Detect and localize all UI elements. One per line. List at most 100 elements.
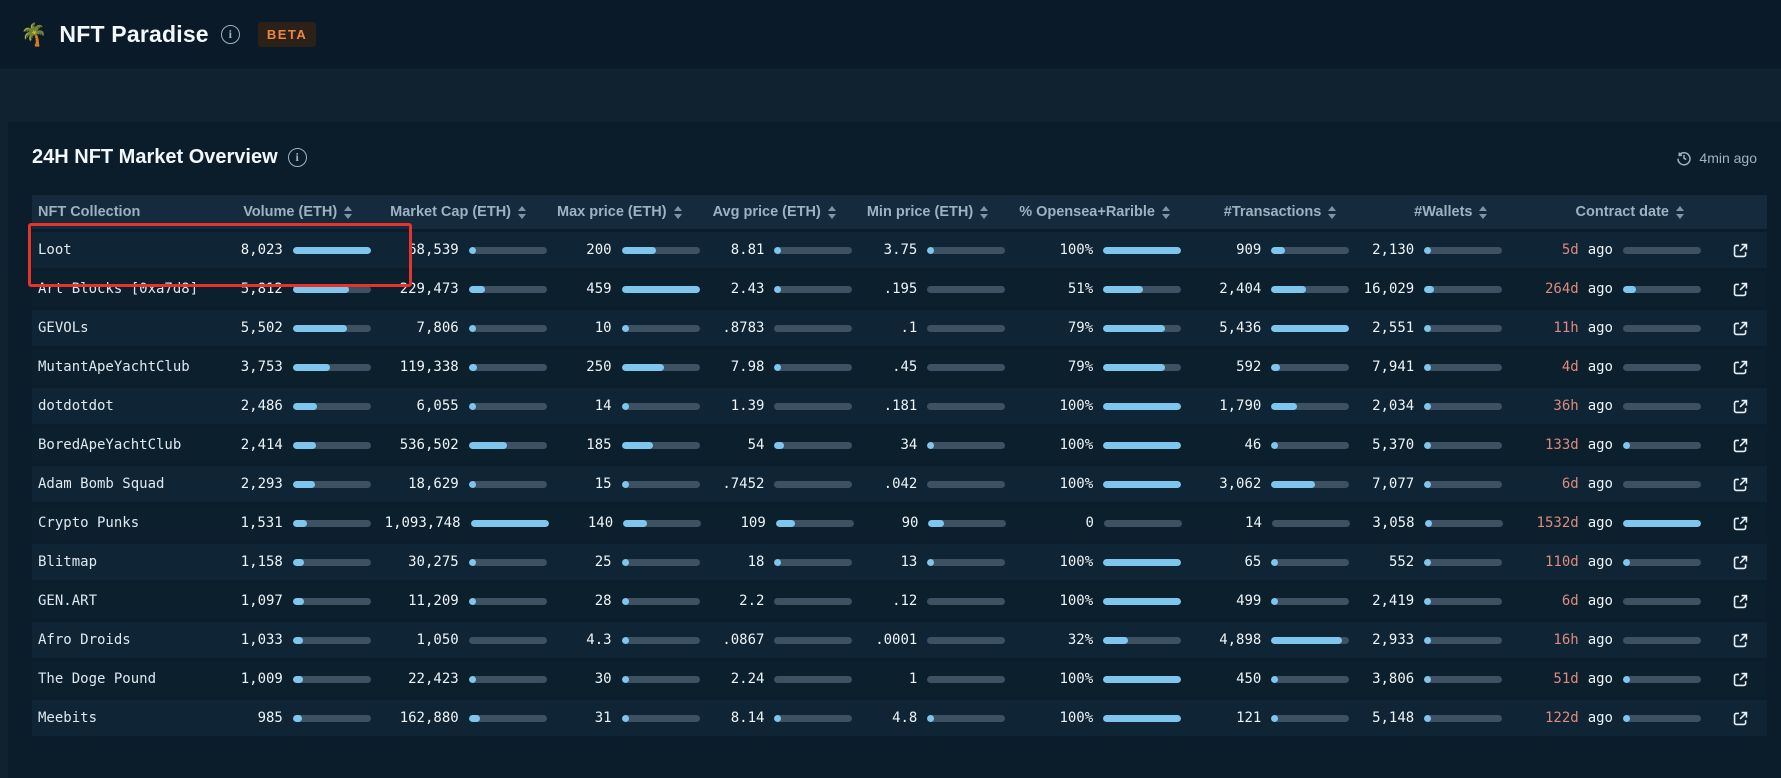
- volume-bar: [292, 558, 371, 566]
- table-row[interactable]: BoredApeYachtClub 2,414 536,502 185 54 3…: [32, 427, 1767, 463]
- table-row[interactable]: Adam Bomb Squad 2,293 18,629 15 .7452 .0…: [32, 466, 1767, 502]
- min_price-cell: .12: [866, 593, 1019, 609]
- max_price-value: 14: [594, 398, 612, 414]
- max_price-value: 250: [586, 359, 612, 375]
- contract_date-bar: [1622, 675, 1701, 683]
- sort-icon[interactable]: [827, 205, 837, 220]
- avg_price-cell: .8783: [714, 320, 867, 336]
- avg_price-cell: 109: [715, 515, 868, 531]
- sort-icon[interactable]: [1327, 205, 1337, 220]
- column-header-wallets[interactable]: #Wallets: [1367, 204, 1518, 220]
- column-header-max_price[interactable]: Max price (ETH): [557, 204, 713, 220]
- transactions-cell: 909: [1195, 242, 1363, 258]
- app-info-icon[interactable]: i: [220, 25, 240, 44]
- max_price-cell: 31: [561, 710, 714, 726]
- transactions-value: 909: [1236, 242, 1262, 258]
- min_price-value: 1: [908, 671, 918, 687]
- table-row[interactable]: GEN.ART 1,097 11,209 28 2.2 .12 100%: [32, 583, 1767, 619]
- sort-icon[interactable]: [517, 205, 527, 220]
- table-row[interactable]: Loot 8,023 68,539 200 8.81 3.75 100%: [32, 232, 1767, 268]
- column-header-min_price[interactable]: Min price (ETH): [867, 204, 1019, 220]
- contract-date-value: 133d ago: [1544, 437, 1613, 453]
- min_price-bar: [927, 480, 1006, 488]
- collection-name: Loot: [38, 242, 72, 258]
- sort-icon[interactable]: [1675, 205, 1685, 220]
- open-collection-link[interactable]: [1730, 435, 1751, 456]
- market_cap-value: 1,050: [416, 632, 459, 648]
- volume-bar: [292, 324, 371, 332]
- open-collection-link[interactable]: [1730, 591, 1751, 612]
- market_cap-bar: [468, 246, 547, 254]
- contract-date-value: 122d ago: [1544, 710, 1613, 726]
- open-collection-link[interactable]: [1730, 474, 1751, 495]
- column-header-label: #Transactions: [1223, 204, 1322, 220]
- volume-value: 1,033: [240, 632, 283, 648]
- wallets-bar: [1424, 246, 1503, 254]
- open-collection-link[interactable]: [1730, 552, 1751, 573]
- table-row[interactable]: Blitmap 1,158 30,275 25 18 13 100%: [32, 544, 1767, 580]
- nft-table: NFT Collection Volume (ETH) Market Cap (E…: [28, 195, 1767, 736]
- market_cap-bar: [468, 714, 547, 722]
- wallets-value: 3,058: [1372, 515, 1415, 531]
- sort-icon[interactable]: [979, 205, 989, 220]
- open-collection-link[interactable]: [1730, 630, 1751, 651]
- opensea_rarible-value: 79%: [1067, 320, 1094, 336]
- table-row[interactable]: GEVOLs 5,502 7,806 10 .8783 .1 79%: [32, 310, 1767, 346]
- sort-icon[interactable]: [343, 205, 353, 220]
- min_price-bar: [927, 246, 1006, 254]
- contract-date-cell: 16h ago: [1516, 632, 1715, 648]
- market_cap-bar: [468, 363, 547, 371]
- opensea_rarible-bar: [1103, 402, 1182, 410]
- max_price-value: 185: [586, 437, 612, 453]
- column-header-contract_date[interactable]: Contract date: [1518, 204, 1715, 220]
- table-row[interactable]: Crypto Punks 1,531 1,093,748 140 109 90 …: [32, 505, 1767, 541]
- volume-cell: 1,097: [232, 593, 385, 609]
- volume-cell: 5,502: [232, 320, 385, 336]
- table-row[interactable]: Afro Droids 1,033 1,050 4.3 .0867 .0001 …: [32, 622, 1767, 658]
- sort-icon[interactable]: [1161, 205, 1171, 220]
- open-collection-link[interactable]: [1730, 357, 1751, 378]
- opensea_rarible-bar: [1103, 285, 1182, 293]
- table-row[interactable]: The Doge Pound 1,009 22,423 30 2.24 1 10…: [32, 661, 1767, 697]
- open-collection-link[interactable]: [1730, 669, 1751, 690]
- contract-date-value: 11h ago: [1553, 320, 1613, 336]
- wallets-value: 16,029: [1363, 281, 1415, 297]
- avg_price-value: 18: [747, 554, 765, 570]
- open-collection-link[interactable]: [1730, 708, 1751, 729]
- max_price-cell: 28: [561, 593, 714, 609]
- market_cap-bar: [468, 675, 547, 683]
- table-row[interactable]: Art Blocks [0xa7d8] 5,812 229,473 459 2.…: [32, 271, 1767, 307]
- avg_price-cell: 8.14: [714, 710, 867, 726]
- table-row[interactable]: dotdotdot 2,486 6,055 14 1.39 .181 100%: [32, 388, 1767, 424]
- opensea_rarible-cell: 79%: [1019, 359, 1195, 375]
- market_cap-value: 68,539: [408, 242, 459, 258]
- open-collection-link[interactable]: [1730, 318, 1751, 339]
- open-collection-link[interactable]: [1730, 396, 1751, 417]
- max_price-bar: [621, 597, 700, 605]
- open-collection-link[interactable]: [1730, 279, 1751, 300]
- column-header-opensea_rarible[interactable]: % Opensea+Rarible: [1019, 204, 1201, 220]
- market_cap-value: 18,629: [408, 476, 459, 492]
- volume-bar: [292, 285, 371, 293]
- wallets-bar: [1424, 558, 1503, 566]
- panel-info-icon[interactable]: i: [287, 148, 307, 167]
- open-collection-link[interactable]: [1730, 240, 1751, 261]
- column-header-avg_price[interactable]: Avg price (ETH): [713, 204, 867, 220]
- column-header-label: NFT Collection: [38, 204, 141, 220]
- sort-icon[interactable]: [1478, 205, 1488, 220]
- sort-icon[interactable]: [673, 205, 683, 220]
- contract_date-bar: [1622, 480, 1701, 488]
- column-header-market_cap[interactable]: Market Cap (ETH): [383, 204, 557, 220]
- column-header-transactions[interactable]: #Transactions: [1201, 204, 1367, 220]
- market_cap-value: 1,093,748: [384, 515, 461, 531]
- avg_price-bar: [774, 480, 853, 488]
- opensea_rarible-bar: [1103, 636, 1182, 644]
- opensea_rarible-cell: 100%: [1019, 710, 1195, 726]
- table-row[interactable]: Meebits 985 162,880 31 8.14 4.8 100%: [32, 700, 1767, 736]
- open-collection-link[interactable]: [1730, 513, 1751, 534]
- table-row[interactable]: MutantApeYachtClub 3,753 119,338 250 7.9…: [32, 349, 1767, 385]
- column-header-volume[interactable]: Volume (ETH): [232, 204, 383, 220]
- market_cap-bar: [468, 558, 547, 566]
- volume-value: 985: [257, 710, 283, 726]
- external-link-icon: [1733, 594, 1748, 608]
